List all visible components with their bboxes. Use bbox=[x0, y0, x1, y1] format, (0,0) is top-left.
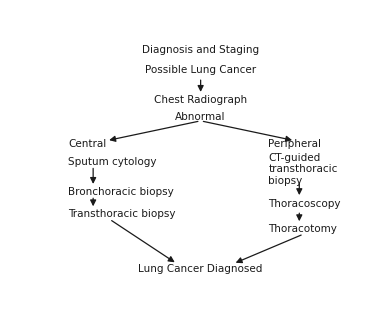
Text: Central: Central bbox=[68, 140, 106, 150]
Text: Abnormal: Abnormal bbox=[176, 112, 226, 122]
Text: Possible Lung Cancer: Possible Lung Cancer bbox=[145, 65, 256, 75]
Text: CT-guided
transthoracic
biopsy: CT-guided transthoracic biopsy bbox=[268, 153, 338, 186]
Text: Sputum cytology: Sputum cytology bbox=[68, 157, 157, 167]
Text: Lung Cancer Diagnosed: Lung Cancer Diagnosed bbox=[138, 264, 263, 274]
Text: Transthoracic biopsy: Transthoracic biopsy bbox=[68, 209, 176, 219]
Text: Thoracoscopy: Thoracoscopy bbox=[268, 199, 341, 209]
Text: Peripheral: Peripheral bbox=[268, 140, 321, 150]
Text: Chest Radiograph: Chest Radiograph bbox=[154, 95, 247, 105]
Text: Bronchoracic biopsy: Bronchoracic biopsy bbox=[68, 187, 174, 197]
Text: Thoracotomy: Thoracotomy bbox=[268, 224, 337, 234]
Text: Diagnosis and Staging: Diagnosis and Staging bbox=[142, 45, 259, 55]
